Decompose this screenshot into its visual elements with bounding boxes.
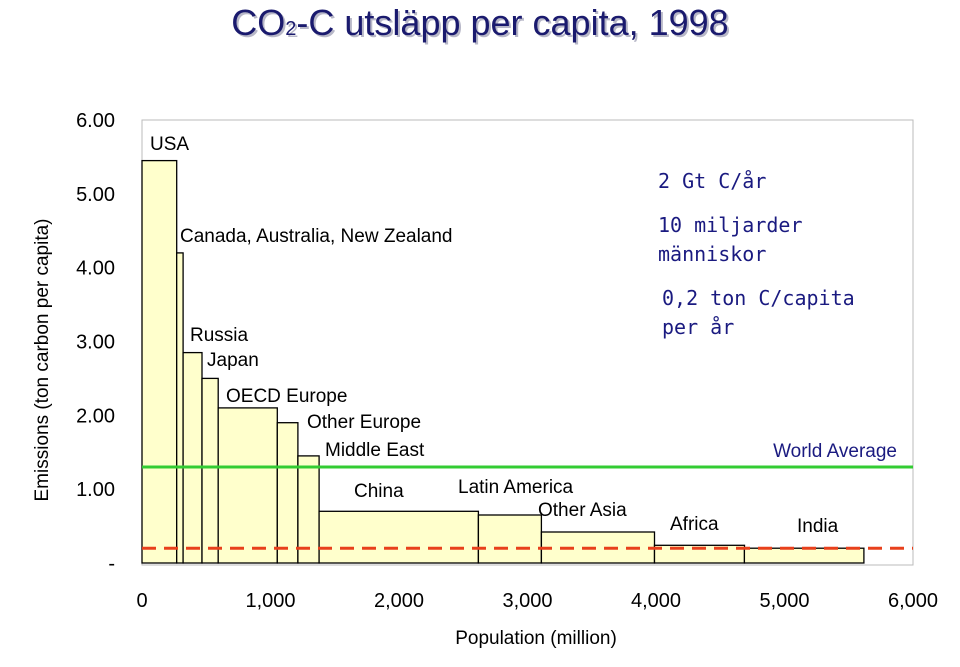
bar-label-11: India xyxy=(797,516,839,537)
y-tick-label: 2.00 xyxy=(76,405,115,427)
y-tick-label: - xyxy=(108,553,115,575)
bar-2 xyxy=(182,351,203,564)
ticks-layer: 0 1,000 2,000 3,000 4,000 5,000 6,000 - 1.00 2.00… xyxy=(76,110,938,612)
y-tick-label: 1.00 xyxy=(76,479,115,501)
annotation-population-line2: människor xyxy=(658,242,766,266)
bar-11 xyxy=(743,547,865,564)
x-tick-label: 0 xyxy=(136,590,147,612)
y-tick-label: 6.00 xyxy=(76,110,115,132)
bar-label-5: Other Europe xyxy=(307,412,421,433)
x-tick-label: 4,000 xyxy=(631,590,681,612)
bar-label-2: Russia xyxy=(190,325,249,346)
bar-label-7: China xyxy=(354,481,404,502)
bar-0 xyxy=(141,159,178,564)
chart-title: CO2-C utsläpp per capita, 1998 xyxy=(231,2,729,43)
bar-3 xyxy=(201,377,219,564)
bar-label-4: OECD Europe xyxy=(226,386,347,407)
x-tick-label: 1,000 xyxy=(245,590,295,612)
bar-1 xyxy=(176,252,184,564)
reference-lines-layer xyxy=(142,465,913,550)
bar-label-1: Canada, Australia, New Zealand xyxy=(180,226,453,247)
bar-label-9: Other Asia xyxy=(538,500,627,521)
y-axis-label: Emissions (ton carbon per capita) xyxy=(32,218,53,501)
bar-8 xyxy=(477,514,543,564)
bar-6 xyxy=(297,455,320,564)
y-tick-label: 5.00 xyxy=(76,184,115,206)
bar-label-3: Japan xyxy=(207,350,259,371)
annotation-population-line1: 10 miljarder xyxy=(658,213,803,237)
bar-4 xyxy=(217,407,278,564)
x-tick-label: 6,000 xyxy=(888,590,938,612)
y-tick-label: 3.00 xyxy=(76,332,115,354)
x-tick-label: 2,000 xyxy=(374,590,424,612)
world-average-label: World Average xyxy=(773,441,897,462)
bar-label-10: Africa xyxy=(670,514,719,535)
x-tick-label: 3,000 xyxy=(502,590,552,612)
bar-label-6: Middle East xyxy=(325,440,425,461)
bar-label-8: Latin America xyxy=(458,477,574,498)
bar-label-0: USA xyxy=(150,134,189,155)
annotation-target-line1: 0,2 ton C/capita xyxy=(662,286,855,310)
bar-7 xyxy=(318,510,480,564)
y-tick-label: 4.00 xyxy=(76,258,115,280)
bar-5 xyxy=(276,422,299,564)
x-axis-label: Population (million) xyxy=(455,628,617,649)
annotations-layer: 2 Gt C/år 10 miljarder människor 0,2 ton C/… xyxy=(658,169,855,339)
annotation-target-line2: per år xyxy=(662,315,734,339)
x-tick-label: 5,000 xyxy=(759,590,809,612)
bar-labels-layer: USA Canada, Australia, New Zealand Russia J… xyxy=(150,134,897,537)
annotation-gt: 2 Gt C/år xyxy=(658,169,766,193)
bars-layer xyxy=(141,159,865,564)
